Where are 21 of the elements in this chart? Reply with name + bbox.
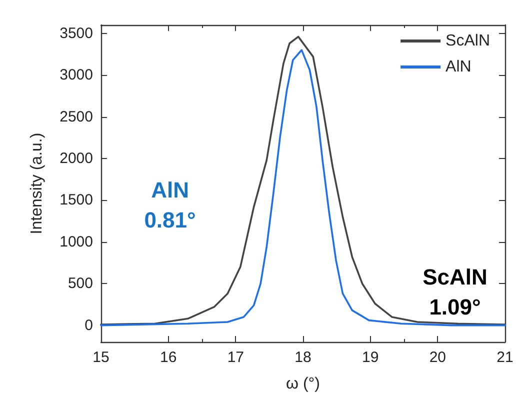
annotation: ScAlN 1.09° <box>422 264 488 320</box>
y-tick-label: 2000 <box>60 150 93 167</box>
x-tick-label: 20 <box>429 349 446 366</box>
y-tick-label: 500 <box>68 275 93 292</box>
y-axis-title: Intensity (a.u.) <box>28 132 46 234</box>
y-tick-label: 1500 <box>60 192 93 209</box>
annotation: AlN 0.81° <box>144 178 196 232</box>
x-tick-label: 17 <box>227 349 244 366</box>
y-tick-label: 1000 <box>60 233 93 250</box>
x-axis-title: ω (°) <box>286 376 320 392</box>
y-tick-label: 2500 <box>60 108 93 126</box>
x-tick-label: 21 <box>496 349 514 366</box>
y-tick-label: 3000 <box>60 66 93 84</box>
legend-label: ScAlN <box>446 32 490 50</box>
legend-label: AlN <box>446 58 472 76</box>
x-tick-label: 15 <box>92 349 110 366</box>
x-tick-label: 18 <box>294 349 312 366</box>
y-tick-label: 0 <box>84 316 93 334</box>
y-tick-label: 3500 <box>60 24 93 42</box>
x-tick-label: 16 <box>160 349 177 366</box>
x-tick-label: 19 <box>362 349 379 366</box>
